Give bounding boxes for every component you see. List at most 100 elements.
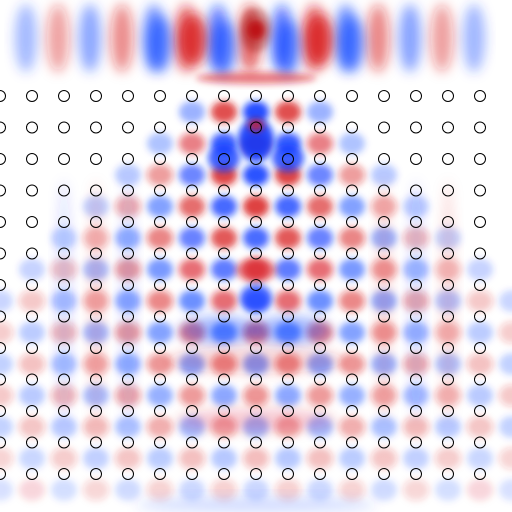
lattice-rod-marker [410, 279, 422, 291]
lattice-rod-marker [282, 121, 294, 134]
lattice-rod-marker [442, 436, 454, 449]
lattice-rod-marker [58, 405, 70, 417]
field-lobe [79, 4, 101, 72]
lattice-rod-marker [0, 436, 6, 449]
lattice-rod-marker [154, 310, 166, 323]
field-lobe [147, 227, 173, 249]
lattice-rod-marker [282, 436, 294, 449]
lattice-rod-marker [58, 121, 70, 134]
lattice-rod-marker [58, 279, 70, 291]
lattice-rod-marker [378, 468, 390, 480]
field-lobe [111, 4, 133, 72]
lattice-rod-marker [410, 184, 422, 197]
field-lobe [339, 258, 365, 281]
lattice-rod-marker [282, 216, 294, 228]
lattice-rod-marker [410, 468, 422, 480]
field-lobe [147, 384, 173, 407]
lattice-rod-marker [218, 405, 230, 417]
lattice-rod-marker [58, 216, 70, 228]
lattice-rod-marker [218, 468, 230, 480]
lattice-rod-marker [90, 90, 102, 102]
field-lobe [88, 180, 104, 420]
lattice-rod-marker [154, 405, 166, 417]
field-lobe [339, 227, 365, 249]
field-lobe [179, 258, 205, 281]
field-lobe [499, 290, 512, 312]
lattice-rod-marker [410, 342, 422, 354]
lattice-rod-marker [314, 310, 326, 323]
lattice-rod-marker [58, 342, 70, 354]
lattice-rod-marker [154, 373, 166, 386]
field-lobe [147, 195, 173, 218]
lattice-rod-marker [378, 184, 390, 197]
lattice-rod-marker [282, 468, 294, 480]
lattice-rod-marker [58, 373, 70, 386]
lattice-rod-marker [346, 184, 358, 197]
lattice-rod-marker [346, 121, 358, 134]
field-lobe [499, 384, 512, 407]
field-lobe [339, 384, 365, 407]
bottom-fade [0, 420, 512, 512]
field-lobe [307, 290, 333, 312]
lattice-rod-marker [282, 310, 294, 323]
field-lobe [115, 164, 141, 186]
field-lobe [248, 119, 264, 131]
field-lobe [179, 195, 205, 218]
field-lobe [147, 290, 173, 312]
lattice-rod-marker [442, 121, 454, 134]
lattice-markers [0, 90, 486, 480]
lattice-rod-marker [218, 436, 230, 449]
lattice-rod-marker [410, 436, 422, 449]
field-lobe [19, 321, 45, 344]
lattice-rod-marker [26, 342, 38, 354]
field-lobe [307, 164, 333, 186]
field-lobe [240, 284, 272, 312]
field-lobe [148, 16, 172, 72]
lattice-rod-marker [122, 373, 134, 386]
field-lobe [307, 101, 333, 123]
field-lobe [166, 346, 346, 374]
field-lobe [272, 144, 304, 172]
lattice-rod-marker [314, 153, 326, 165]
lattice-rod-marker [154, 468, 166, 480]
field-lobe [120, 180, 136, 420]
lattice-rod-marker [122, 153, 134, 165]
lattice-rod-marker [0, 247, 6, 260]
field-lobe [238, 118, 274, 162]
lattice-rod-marker [282, 153, 294, 165]
field-lobe [147, 164, 173, 186]
field-lobe [408, 180, 424, 420]
lattice-rod-marker [154, 153, 166, 165]
lattice-rod-marker [122, 184, 134, 197]
lattice-rod-marker [154, 436, 166, 449]
lattice-rod-marker [250, 216, 262, 228]
field-lobe [307, 195, 333, 218]
field-lobe [250, 316, 330, 344]
lattice-rod-marker [474, 436, 486, 449]
field-lobe [467, 290, 493, 312]
lattice-rod-marker [218, 247, 230, 260]
lattice-rod-marker [250, 153, 262, 165]
lattice-rod-marker [410, 216, 422, 228]
lattice-rod-marker [474, 153, 486, 165]
field-lobe [19, 353, 45, 375]
lattice-rod-marker [0, 468, 6, 480]
lattice-rod-marker [474, 90, 486, 102]
lattice-rod-marker [58, 90, 70, 102]
lattice-rod-marker [122, 90, 134, 102]
lattice-rod-marker [250, 310, 262, 323]
lattice-rod-marker [26, 405, 38, 417]
lattice-rod-marker [186, 405, 198, 417]
lattice-rod-marker [442, 342, 454, 354]
lattice-rod-marker [186, 468, 198, 480]
field-lobe [243, 195, 269, 218]
lattice-rod-marker [282, 405, 294, 417]
lattice-rod-marker [378, 436, 390, 449]
lattice-rod-marker [282, 373, 294, 386]
lattice-rod-marker [58, 436, 70, 449]
lattice-rod-marker [26, 436, 38, 449]
lattice-rod-marker [378, 405, 390, 417]
lattice-rod-marker [250, 436, 262, 449]
field-lobe [275, 195, 301, 218]
field-lobe [56, 180, 72, 420]
